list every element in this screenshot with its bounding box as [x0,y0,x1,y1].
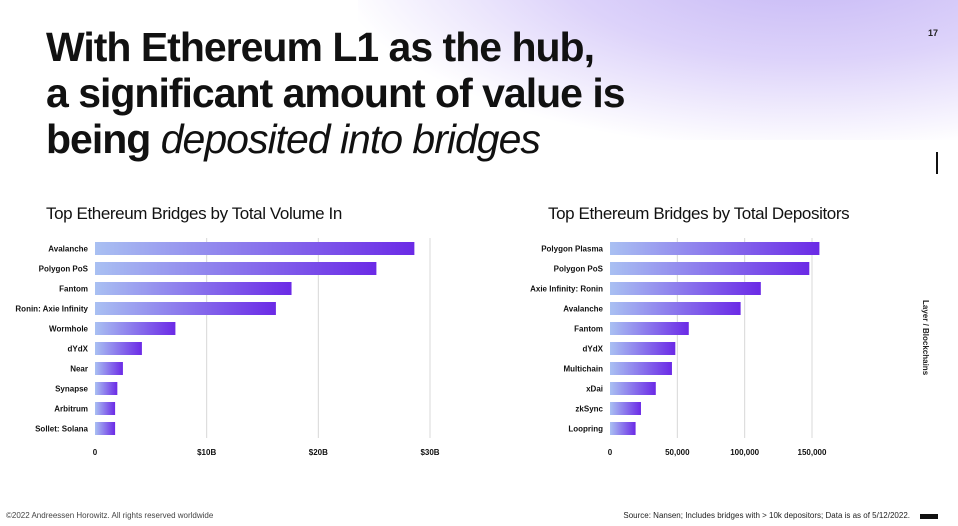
bar [95,322,176,335]
category-label: Avalanche [48,245,88,254]
title-line-3: being deposited into bridges [46,116,766,162]
bar [95,242,415,255]
category-label: Sollet: Solana [35,425,88,434]
category-label: dYdX [583,345,604,354]
bar [95,262,377,275]
bar [610,262,810,275]
footer-mark [920,514,938,519]
depositors-chart: 0 50,000 100,000 150,000 Polygon Plasma Polyg… [530,238,827,457]
category-label: Polygon Plasma [541,245,603,254]
x-tick-label: 0 [608,448,613,457]
category-label: Synapse [55,385,88,394]
page-title: With Ethereum L1 as the hub, a significa… [46,24,766,162]
bar [95,342,142,355]
bar [95,402,116,415]
volume-chart: 0 $10B $20B $30B Avalanche Polygon PoS Fantom R… [15,238,440,457]
chart-title-volume: Top Ethereum Bridges by Total Volume In [46,204,342,223]
x-tick-label: $30B [420,448,439,457]
x-tick-label: $20B [309,448,328,457]
title-line-1: With Ethereum L1 as the hub, [46,24,595,70]
x-tick-label: 0 [93,448,98,457]
bar [610,402,641,415]
category-label: Polygon PoS [39,265,89,274]
section-divider-bar [936,152,938,174]
bar [610,322,689,335]
category-label: Polygon PoS [554,265,604,274]
x-tick-label: 100,000 [730,448,759,457]
category-label: Ronin: Axie Infinity [15,305,88,314]
bar [610,342,676,355]
category-label: Avalanche [563,305,603,314]
category-label: Fantom [59,285,88,294]
source-note: Source: Nansen; Includes bridges with > … [623,511,910,520]
category-label: Axie Infinity: Ronin [530,285,603,294]
category-label: Arbitrum [54,405,88,414]
bar [95,362,123,375]
x-tick-label: 150,000 [798,448,827,457]
page-number: 17 [927,28,938,38]
bar [610,282,761,295]
title-bold-word: being [46,116,151,162]
category-label: xDai [586,385,603,394]
x-tick-label: 50,000 [665,448,690,457]
bar [95,282,292,295]
bar [610,302,741,315]
bar [610,242,820,255]
category-label: Near [70,365,88,374]
bar [95,422,116,435]
bar [610,422,636,435]
chart-title-depositors: Top Ethereum Bridges by Total Depositors [548,204,850,223]
bar [95,302,276,315]
bar [610,382,656,395]
title-line-2: a significant amount of value is [46,70,626,116]
bar [610,362,672,375]
category-label: dYdX [68,345,89,354]
title-light-phrase: deposited into bridges [160,116,541,162]
category-label: Multichain [563,365,603,374]
copyright-text: ©2022 Andreessen Horowitz. All rights re… [6,511,214,520]
category-label: zkSync [575,405,603,414]
bar [95,382,118,395]
category-label: Fantom [574,325,603,334]
category-label: Loopring [568,425,603,434]
category-label: Wormhole [49,325,89,334]
x-tick-label: $10B [197,448,216,457]
